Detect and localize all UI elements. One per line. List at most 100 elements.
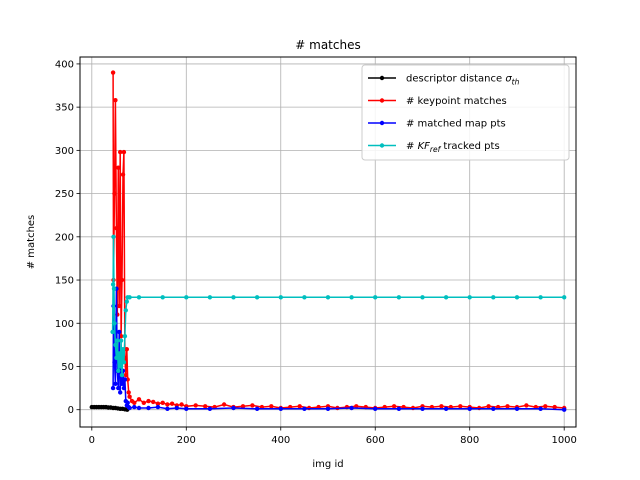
data-point bbox=[250, 403, 255, 408]
data-point bbox=[132, 404, 137, 410]
data-point bbox=[396, 406, 402, 411]
data-point bbox=[146, 398, 151, 404]
data-point bbox=[136, 397, 142, 402]
data-point bbox=[207, 295, 213, 300]
data-point bbox=[169, 401, 175, 406]
data-point bbox=[231, 295, 236, 300]
data-point bbox=[110, 282, 116, 287]
data-point bbox=[112, 321, 117, 326]
x-tick-label: 600 bbox=[366, 435, 385, 446]
x-tick-label: 400 bbox=[271, 435, 290, 446]
legend-label: # KFref tracked pts bbox=[406, 141, 500, 154]
chart-title: # matches bbox=[295, 38, 360, 52]
data-point bbox=[491, 295, 496, 300]
data-point bbox=[439, 404, 444, 409]
data-point bbox=[552, 404, 557, 410]
data-point bbox=[151, 399, 156, 405]
data-point bbox=[254, 406, 260, 411]
legend-entry: # matched map pts bbox=[368, 119, 506, 130]
data-point bbox=[443, 406, 449, 411]
data-point bbox=[174, 405, 179, 411]
data-point bbox=[524, 403, 529, 408]
data-point bbox=[116, 385, 121, 391]
data-point bbox=[254, 295, 260, 300]
y-tick-label: 50 bbox=[61, 362, 74, 373]
data-point bbox=[165, 406, 170, 411]
data-point bbox=[118, 149, 123, 155]
data-point bbox=[114, 226, 119, 231]
data-point bbox=[155, 401, 161, 406]
data-point bbox=[114, 355, 119, 360]
data-point bbox=[113, 98, 118, 103]
y-axis-label: # matches bbox=[26, 215, 37, 270]
data-point bbox=[112, 360, 117, 365]
data-point bbox=[538, 406, 543, 411]
data-point bbox=[514, 295, 520, 300]
data-point bbox=[117, 351, 122, 356]
data-point bbox=[124, 299, 129, 304]
data-point bbox=[123, 308, 128, 313]
y-tick-label: 200 bbox=[55, 232, 74, 243]
data-point bbox=[120, 172, 126, 177]
y-tick-label: 350 bbox=[55, 103, 74, 114]
data-point bbox=[112, 191, 117, 196]
legend-label: # keypoint matches bbox=[406, 96, 507, 107]
legend-entry: # keypoint matches bbox=[368, 96, 507, 107]
data-point bbox=[111, 286, 117, 291]
data-point bbox=[562, 407, 567, 412]
data-point bbox=[113, 381, 118, 386]
data-point bbox=[136, 405, 142, 411]
data-point bbox=[117, 303, 122, 309]
data-point bbox=[325, 406, 331, 411]
x-tick-label: 200 bbox=[177, 435, 196, 446]
data-point bbox=[396, 295, 402, 300]
y-tick-label: 250 bbox=[55, 189, 74, 200]
data-point bbox=[491, 406, 496, 411]
data-point bbox=[349, 295, 354, 300]
data-point bbox=[179, 402, 184, 407]
data-point bbox=[302, 295, 307, 300]
data-point bbox=[373, 406, 378, 411]
data-point bbox=[120, 347, 126, 352]
data-point bbox=[118, 338, 124, 343]
data-point bbox=[278, 406, 283, 411]
data-point bbox=[391, 404, 397, 409]
data-point bbox=[160, 295, 165, 300]
data-point bbox=[127, 295, 132, 300]
data-point bbox=[119, 277, 125, 283]
legend-label: # matched map pts bbox=[406, 119, 506, 130]
ticks: 0 200 400 600 800 1000 0 50 100 150 200 250 300 350 40… bbox=[55, 59, 577, 446]
legend-marker bbox=[379, 143, 385, 148]
data-point bbox=[514, 406, 520, 411]
data-point bbox=[117, 329, 122, 335]
data-point bbox=[505, 404, 510, 409]
data-point bbox=[467, 295, 472, 300]
data-point bbox=[278, 295, 283, 300]
data-point bbox=[297, 404, 302, 409]
data-point bbox=[123, 372, 128, 378]
data-point bbox=[458, 404, 463, 409]
data-point bbox=[110, 329, 115, 335]
data-point bbox=[207, 406, 213, 411]
data-point bbox=[141, 400, 146, 405]
data-point bbox=[126, 390, 131, 395]
data-point bbox=[373, 295, 378, 300]
data-point bbox=[160, 400, 165, 405]
data-point bbox=[119, 381, 125, 386]
data-point bbox=[231, 405, 236, 411]
data-point bbox=[125, 400, 130, 405]
data-point bbox=[132, 400, 137, 405]
data-point bbox=[193, 403, 198, 408]
y-tick-label: 100 bbox=[55, 319, 74, 330]
data-point bbox=[124, 347, 129, 352]
y-tick-label: 300 bbox=[55, 146, 74, 157]
y-tick-label: 0 bbox=[68, 405, 74, 416]
data-point bbox=[420, 295, 425, 300]
data-point bbox=[467, 406, 472, 411]
series-layer bbox=[89, 70, 567, 412]
data-point bbox=[121, 360, 127, 365]
data-point bbox=[111, 234, 116, 239]
data-point bbox=[165, 402, 170, 407]
x-tick-label: 0 bbox=[89, 435, 95, 446]
